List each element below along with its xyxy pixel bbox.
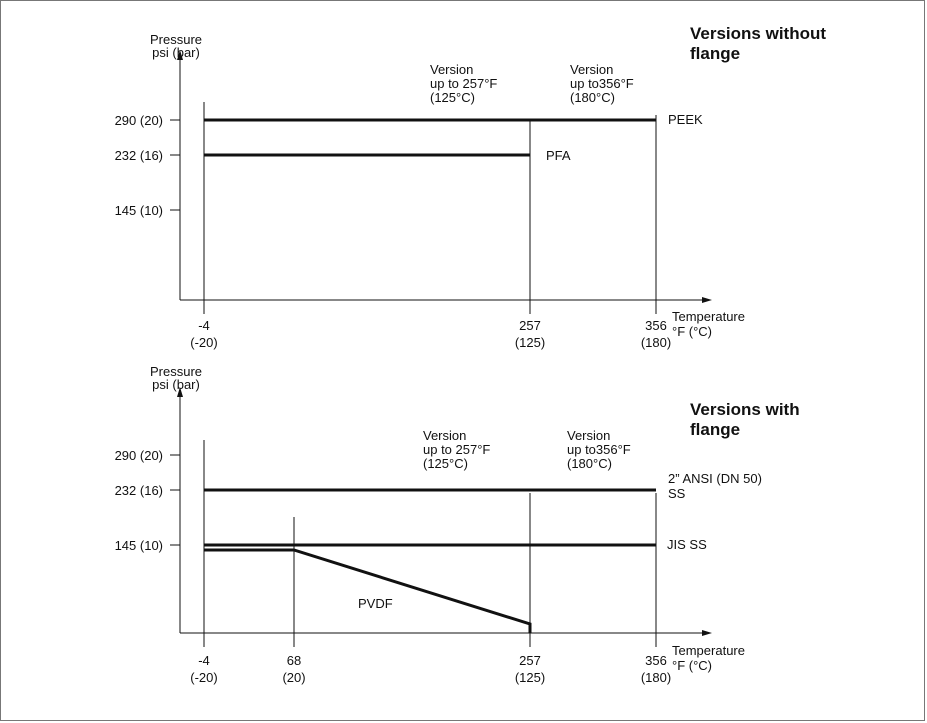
- chart1-y-tick-label: 290 (20): [115, 113, 163, 128]
- chart2-annotation: Version up to356°F (180°C): [567, 428, 631, 471]
- chart2-x-axis-label: Temperature °F (°C): [672, 643, 745, 673]
- chart2-y-tick-label: 232 (16): [115, 483, 163, 498]
- chart1-x-tick-label: 356 (180): [641, 318, 671, 350]
- chart1-x-tick-label: -4 (-20): [190, 318, 217, 350]
- chart1-y-axis-arrow: [177, 50, 183, 60]
- chart1-annotation: Version up to 257°F (125°C): [430, 62, 497, 105]
- chart1-x-axis-label: Temperature °F (°C): [672, 309, 745, 339]
- chart1-series-label: PFA: [546, 148, 571, 163]
- chart2-x-axis-arrow: [702, 630, 712, 636]
- chart1-y-tick-label: 232 (16): [115, 148, 163, 163]
- chart2-series-label: PVDF: [358, 596, 393, 611]
- chart2-series-line: [204, 548, 532, 633]
- chart1-x-tick-label: 257 (125): [515, 318, 545, 350]
- chart1-annotation: Version up to356°F (180°C): [570, 62, 634, 105]
- chart2-y-axis-arrow: [177, 387, 183, 397]
- chart2-y-axis-label: Pressure psi (bar): [150, 364, 202, 392]
- chart2-y-tick-label: 290 (20): [115, 448, 163, 463]
- chart1-title: Versions without flange: [690, 24, 826, 63]
- chart1-y-axis-label: Pressure psi (bar): [150, 32, 202, 60]
- chart1-series-label: PEEK: [668, 112, 703, 127]
- chart2-series-label: 2” ANSI (DN 50) SS: [668, 471, 762, 501]
- chart1-x-axis-arrow: [702, 297, 712, 303]
- chart1-y-tick-label: 145 (10): [115, 203, 163, 218]
- chart2-series-label: JIS SS: [667, 537, 707, 552]
- chart2-x-tick-label: 257 (125): [515, 653, 545, 685]
- chart2-x-tick-label: -4 (-20): [190, 653, 217, 685]
- chart2-y-tick-label: 145 (10): [115, 538, 163, 553]
- chart2-x-tick-label: 68 (20): [282, 653, 305, 685]
- chart2-x-tick-label: 356 (180): [641, 653, 671, 685]
- chart2-annotation: Version up to 257°F (125°C): [423, 428, 490, 471]
- chart2-title: Versions with flange: [690, 400, 800, 439]
